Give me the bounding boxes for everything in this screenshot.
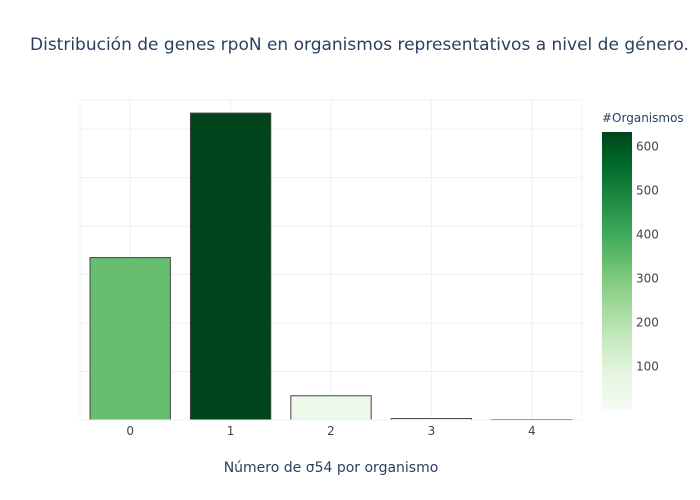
colorbar-tick-label: 100 (636, 359, 659, 373)
bar-1 (189, 112, 272, 421)
colorbar-title: #Organismos (602, 111, 684, 125)
bar-series (89, 112, 573, 421)
x-tick-label: 0 (126, 424, 134, 438)
x-tick-label: 2 (327, 424, 335, 438)
colorbar-tick-label: 200 (636, 315, 659, 329)
x-tick-label: 3 (428, 424, 436, 438)
bar-2 (290, 395, 372, 421)
x-tick-label: 1 (227, 424, 235, 438)
colorbar-tick-label: 300 (636, 271, 659, 285)
colorbar-tick-label: 600 (636, 140, 659, 154)
colorbar (602, 132, 632, 410)
bar-0 (89, 257, 171, 421)
x-tick-label: 4 (528, 424, 536, 438)
colorbar-tick-label: 400 (636, 227, 659, 241)
colorbar-tick-label: 500 (636, 184, 659, 198)
x-axis-title: Número de σ54 por organismo (224, 460, 439, 476)
x-axis-ticks: 0 1 2 3 4 (126, 424, 535, 438)
colorbar-ticks: 100 200 300 400 500 600 (636, 140, 659, 374)
chart-title: Distribución de genes rpoN en organismos… (30, 35, 689, 55)
